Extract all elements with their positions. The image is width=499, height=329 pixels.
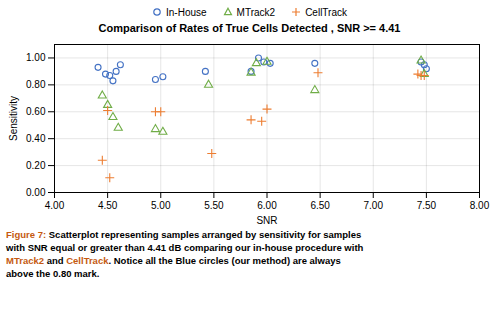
svg-text:5.00: 5.00: [151, 200, 171, 211]
svg-text:Sensitivity: Sensitivity: [8, 96, 19, 141]
svg-text:6.50: 6.50: [310, 200, 330, 211]
svg-text:7.50: 7.50: [417, 200, 437, 211]
html-text:MTrack2 and CellTrack. Notice: MTrack2 and CellTrack. Notice all the Bl…: [6, 255, 341, 266]
html-text:Figure 7: Scatterplot represen: Figure 7: Scatterplot representing sampl…: [6, 229, 362, 240]
svg-text:4.50: 4.50: [98, 200, 118, 211]
svg-text:4.00: 4.00: [45, 200, 65, 211]
svg-text:8.00: 8.00: [470, 200, 490, 211]
svg-text:0.20: 0.20: [26, 160, 46, 171]
svg-text:0.80: 0.80: [26, 79, 46, 90]
svg-text:0.00: 0.00: [26, 187, 46, 198]
html-text:with SNR equal or greater than: with SNR equal or greater than 4.41 dB c…: [6, 242, 364, 253]
html-text:Comparison of Rates of True Ce: Comparison of Rates of True Cells Detect…: [98, 22, 401, 34]
svg-text:0.60: 0.60: [26, 106, 46, 117]
svg-text:1.00: 1.00: [26, 52, 46, 63]
svg-text:SNR: SNR: [256, 215, 277, 226]
svg-text:0.40: 0.40: [26, 133, 46, 144]
html-text:above the 0.80 mark.: above the 0.80 mark.: [6, 268, 100, 279]
html-text:CellTrack: CellTrack: [305, 6, 347, 18]
svg-text:5.50: 5.50: [204, 200, 224, 211]
svg-text:7.00: 7.00: [364, 200, 384, 211]
html-text:In-House: In-House: [166, 6, 207, 18]
html-text:MTrack2: MTrack2: [236, 6, 276, 18]
svg-text:6.00: 6.00: [257, 200, 277, 211]
